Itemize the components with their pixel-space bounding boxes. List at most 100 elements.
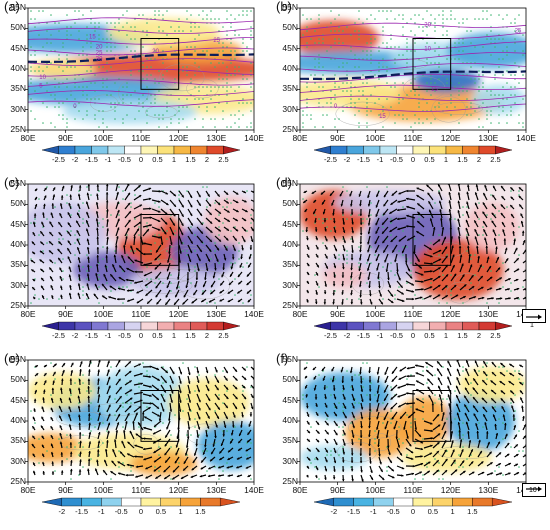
x-tick-label: 140E — [516, 133, 536, 143]
panel-b: (b) 10 15 20 0 15 25 55N 50N 45N 40N 35N 30N 25N 80E 9… — [272, 0, 542, 172]
map-field — [28, 184, 254, 306]
colorbar-tick-label: 0.5 — [155, 507, 167, 516]
map-svg — [297, 183, 527, 331]
contour-label: 25 — [213, 38, 220, 44]
colorbar-tick-label: -2 — [343, 331, 351, 340]
panel-c: (c) 55N 50N 45N 40N 35N 30N 25N 80E 90E 100E 110E 1… — [0, 175, 270, 348]
colorbar-tick-label: 0 — [410, 331, 416, 340]
colorbar-tick-label: 1.5 — [457, 155, 468, 164]
map-svg: 10 15 20 0 15 25 — [297, 7, 527, 155]
y-tick-label: 50N — [10, 374, 26, 385]
y-tick-label: 55N — [10, 178, 26, 188]
y-tick-label: 55N — [282, 178, 298, 188]
map-field — [300, 8, 526, 130]
anomaly-region — [129, 451, 198, 476]
wind-arrow — [250, 190, 254, 193]
trough-line — [300, 70, 526, 81]
colorbar-tick-label: 0.5 — [152, 155, 163, 164]
colorbar-tick-label: 0.5 — [427, 507, 439, 516]
colorbar-tick-label: -0.5 — [390, 331, 403, 340]
contour-label: 20 — [152, 49, 159, 55]
anomaly-region — [446, 390, 515, 452]
colorbar-tick-label: 2 — [204, 331, 210, 340]
colorbar-tick-label: 2 — [476, 331, 482, 340]
colorbar — [41, 497, 241, 507]
x-tick-label: 130E — [206, 309, 227, 319]
map-svg — [297, 359, 527, 507]
y-tick-label: 30N — [10, 279, 26, 290]
trough-line — [28, 53, 254, 63]
colorbar-tick-label: 1.5 — [457, 331, 468, 340]
colorbar-tick-label: 1 — [450, 507, 455, 516]
x-tick-label: 110E — [131, 485, 151, 495]
y-tick-label: 30N — [282, 455, 298, 466]
x-tick-label: 80E — [20, 309, 36, 319]
terrain-contours — [335, 58, 484, 126]
x-tick-label: 140E — [244, 309, 264, 319]
x-tick-label: 130E — [478, 309, 499, 319]
panel-d: (d) 55N 50N 45N 40N 35N 30N 25N 80E 90E 100E 110E 1… — [272, 175, 542, 348]
y-tick-label: 50N — [282, 374, 298, 385]
colorbar-tick-label: -1 — [376, 331, 384, 340]
colorbar-tick-label: -2.5 — [324, 331, 337, 340]
colorbar-tick-label: -1 — [104, 331, 112, 340]
anomaly-region — [446, 32, 526, 69]
y-tick-label: 50N — [282, 22, 298, 33]
significance-stipple — [302, 10, 524, 128]
y-tick-label: 45N — [10, 42, 26, 53]
x-tick-label: 100E — [365, 309, 386, 319]
contour-label: 25 — [96, 50, 103, 56]
contour-label: 10 — [39, 75, 46, 81]
x-tick-label: 90E — [58, 309, 74, 319]
axis-ticks — [25, 183, 255, 309]
y-tick-label: 55N — [10, 354, 26, 364]
x-tick-label: 90E — [58, 133, 74, 143]
anomaly-region — [345, 408, 413, 458]
colorbar-tick-label: -1.5 — [347, 507, 361, 516]
colorbar-tick-label: -0.5 — [114, 507, 128, 516]
axis-ticks — [25, 359, 255, 485]
axis-ticks — [297, 183, 527, 309]
x-tick-label: 90E — [330, 309, 346, 319]
colorbar-tick-label: -1.5 — [85, 155, 98, 164]
colorbar — [41, 321, 241, 331]
y-tick-label: 30N — [10, 455, 26, 466]
colorbar-tick-label: -1.5 — [85, 331, 98, 340]
x-tick-label: 120E — [168, 485, 189, 495]
x-tick-label: 110E — [131, 133, 151, 143]
contour-label: 30 — [96, 56, 103, 62]
colorbar-tick-label: 1.5 — [185, 331, 196, 340]
map-svg — [25, 359, 255, 507]
colorbar-tick-label: -2.5 — [52, 155, 65, 164]
focus-region-box — [140, 38, 180, 90]
panel-e: (e) 55N 50N 45N 40N 35N 30N 25N 80E 90E 100E 110E 1… — [0, 351, 270, 524]
x-tick-label: 110E — [403, 485, 423, 495]
colorbar-tick-label: -2 — [58, 507, 66, 516]
colorbar — [313, 497, 513, 507]
anomaly-region — [458, 366, 526, 403]
wind-arrow — [522, 444, 526, 449]
focus-region-box — [412, 214, 452, 266]
wind-vectors — [30, 184, 254, 306]
colorbar-tick-label: -2 — [71, 155, 79, 164]
y-tick-label: 40N — [10, 63, 26, 73]
colorbar-tick-label: -2.5 — [324, 155, 337, 164]
colorbar-tick-label: -2.5 — [52, 331, 65, 340]
anomaly-region — [471, 84, 526, 115]
wind-vectors — [303, 360, 526, 482]
y-tick-label: 25N — [10, 476, 26, 486]
colorbar-tick-label: 0.5 — [152, 331, 163, 340]
x-tick-label: 120E — [440, 309, 461, 319]
y-tick-label: 35N — [10, 83, 26, 94]
anomaly-region — [464, 202, 520, 252]
x-tick-label: 100E — [93, 309, 114, 319]
colorbar-tick-label: -1.5 — [357, 331, 370, 340]
colorbar-tick-label: -0.5 — [386, 507, 400, 516]
colorbar-tick-label: 0.5 — [424, 155, 435, 164]
x-tick-label: 110E — [131, 309, 151, 319]
colorbar-tick-label: 0 — [410, 155, 416, 164]
wind-vectors — [302, 184, 526, 305]
wind-arrow — [522, 259, 526, 264]
panel-f: (f) 55N 50N 45N 40N 35N 30N 25N 80E 90E 100E 110E 1… — [272, 351, 542, 524]
wind-arrow — [522, 296, 526, 300]
